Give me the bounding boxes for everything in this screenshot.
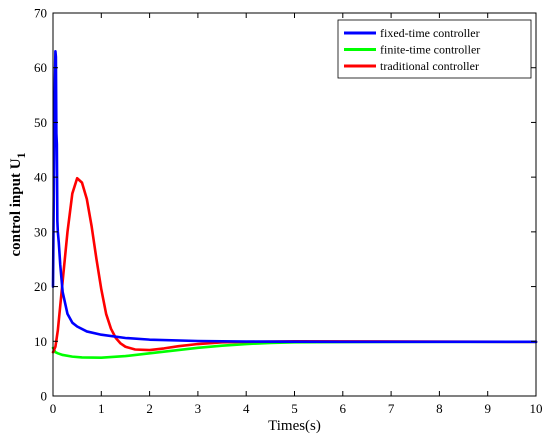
legend-label: fixed-time controller [380,26,480,40]
tick-group: 0 1 2 3 4 5 6 7 8 9 10 0 10 20 30 40 50 60 70 [34,6,543,417]
y-tick-label: 0 [41,389,48,404]
x-tick-label: 5 [291,401,298,416]
series-group [51,50,538,359]
y-tick-label: 20 [34,279,47,294]
y-tick-label: 60 [34,60,47,75]
x-tick-label: 2 [146,401,153,416]
x-tick-label: 4 [243,401,250,416]
x-tick-label: 7 [388,401,395,416]
y-tick-label: 50 [34,115,47,130]
legend: fixed-time controller finite-time control… [337,19,532,79]
y-axis-label-subscript: 1 [14,152,28,158]
x-tick-label: 8 [436,401,443,416]
legend-label: traditional controller [380,59,479,73]
x-tick-label: 10 [530,401,543,416]
y-tick-label: 30 [34,224,47,239]
x-tick-label: 3 [195,401,202,416]
x-tick-label: 0 [50,401,57,416]
y-tick-label: 40 [34,170,47,185]
plot-frame [52,12,537,397]
x-tick-label: 1 [98,401,105,416]
y-axis-label-main: control input U [8,158,24,256]
legend-label: finite-time controller [380,43,480,57]
y-axis-label: control input U1 [8,152,28,256]
y-tick-label: 10 [34,334,47,349]
series-line-fixed-time-controller [51,50,538,344]
y-tick-label: 70 [34,6,47,21]
series-line-traditional-controller [51,176,538,354]
x-tick-label: 6 [340,401,347,416]
x-tick-label: 9 [484,401,491,416]
x-axis-label: Times(s) [268,418,321,434]
